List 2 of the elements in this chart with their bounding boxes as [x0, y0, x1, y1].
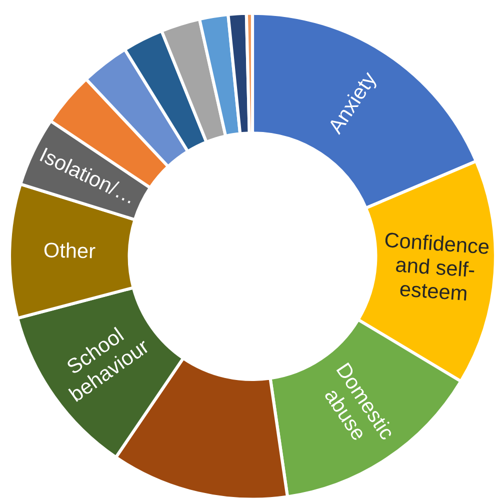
slice-label: Other: [44, 242, 96, 258]
slice-label: Confidence and self- esteem: [384, 232, 490, 301]
